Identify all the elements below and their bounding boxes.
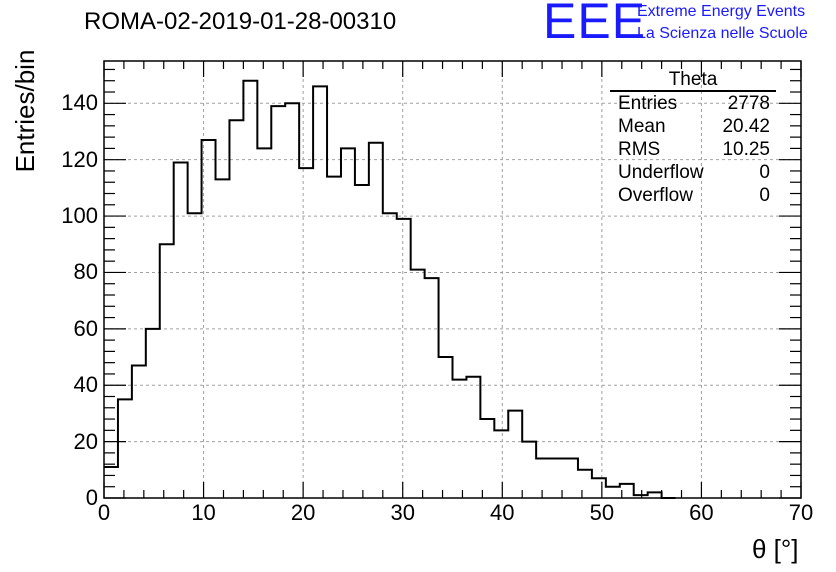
stats-box: Theta Entries 2778 Mean 20.42 RMS 10.25 Und… (610, 70, 776, 207)
x-tick-label: 60 (689, 500, 714, 525)
histogram-bin (425, 278, 439, 498)
histogram-bin (299, 168, 313, 498)
x-tick-label: 0 (97, 500, 111, 525)
stats-row: RMS 10.25 (618, 139, 770, 160)
x-axis-label: θ [°] (752, 534, 799, 564)
run-title: ROMA-02-2019-01-28-00310 (84, 8, 397, 35)
histogram-bin (327, 177, 341, 498)
histogram-bin (383, 213, 397, 498)
histogram-bin (104, 467, 118, 498)
logo-subtitle-1: Extreme Energy Events (637, 3, 806, 20)
histogram-bin (188, 213, 202, 498)
stats-row: Mean 20.42 (618, 116, 770, 137)
stats-row: Entries 2778 (618, 93, 770, 114)
histogram-bin (592, 478, 606, 498)
histogram-bin (132, 365, 146, 498)
axis-ticks (103, 61, 802, 499)
y-tick-label: 40 (73, 372, 98, 398)
stats-row: Overflow 0 (618, 185, 770, 206)
y-tick-label: 120 (61, 146, 98, 172)
histogram-bin (522, 442, 536, 498)
histogram-bin (257, 148, 271, 498)
histogram-bin (146, 329, 160, 498)
y-tick-label: 0 (85, 485, 98, 510)
histogram-bin (453, 380, 467, 498)
histogram-bin (216, 179, 230, 498)
histogram-bin (313, 86, 327, 498)
x-tick-label: 10 (191, 500, 216, 525)
histogram-bin (578, 470, 592, 498)
histogram-bin (411, 270, 425, 498)
histogram-bin (494, 430, 508, 498)
histogram-bin (341, 148, 355, 498)
grid-lines (104, 61, 801, 498)
histogram-bin (536, 459, 550, 498)
histogram-bin (466, 377, 480, 498)
histogram-bin (606, 487, 620, 498)
histogram-bin (480, 419, 494, 498)
histogram-bin (118, 399, 132, 498)
histogram-bin (285, 103, 299, 498)
x-tick-label: 30 (390, 500, 415, 525)
stats-box-name: Theta (610, 70, 776, 92)
x-tick-label: 20 (290, 500, 316, 525)
y-tick-label: 60 (73, 315, 98, 341)
histogram-bin (355, 185, 369, 498)
y-tick-label: 140 (61, 90, 98, 116)
histogram-bin (508, 411, 522, 498)
y-axis-label: Entries/bin (10, 49, 40, 173)
histogram-bin (439, 357, 453, 498)
y-tick-label: 20 (73, 428, 98, 454)
logo-subtitle-2: La Scienza nelle Scuole (637, 25, 808, 42)
histogram-bin (160, 244, 174, 498)
x-tick-label: 50 (589, 500, 615, 525)
y-tick-label: 100 (61, 203, 98, 229)
x-tick-label: 40 (490, 500, 515, 525)
histogram-bin (243, 81, 257, 498)
histogram-bin (564, 459, 578, 498)
x-tick-label: 70 (788, 500, 814, 525)
histogram-bin (369, 143, 383, 498)
stats-row: Underflow 0 (618, 162, 770, 183)
histogram-outline (104, 79, 676, 499)
y-tick-label: 80 (73, 259, 98, 285)
eee-logo-icon: EEE (543, 0, 647, 49)
histogram-bin (271, 106, 285, 498)
plot-frame (103, 60, 802, 499)
histogram-bin (174, 162, 188, 498)
histogram-bin (397, 219, 411, 498)
